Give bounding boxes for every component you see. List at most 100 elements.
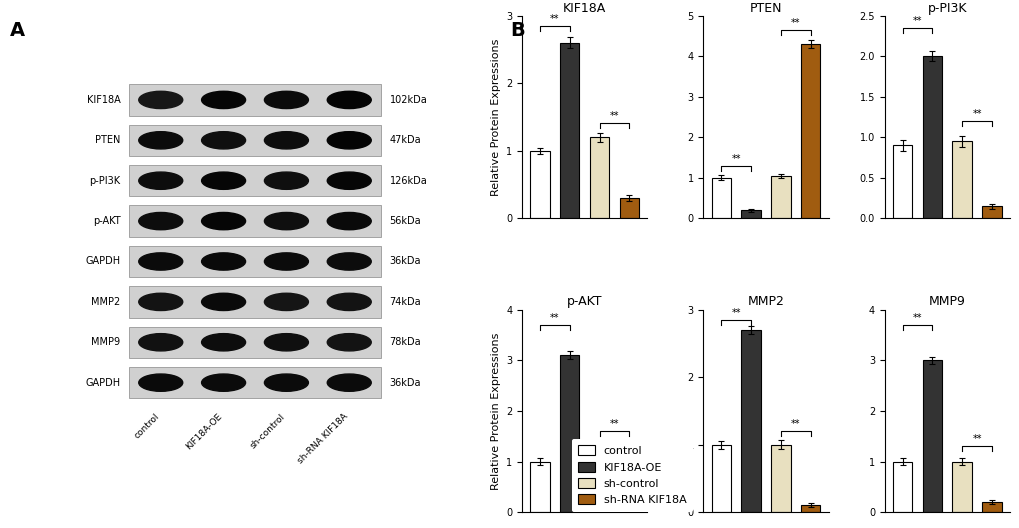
Title: MMP9: MMP9 (928, 295, 965, 308)
Ellipse shape (202, 172, 246, 190)
Ellipse shape (327, 131, 371, 149)
Text: 36kDa: 36kDa (389, 378, 421, 388)
Ellipse shape (264, 293, 308, 310)
Bar (711, 445, 731, 512)
Bar (129, 246, 380, 277)
Text: 102kDa: 102kDa (389, 95, 427, 105)
Text: **: ** (971, 435, 981, 444)
Ellipse shape (202, 374, 246, 391)
Ellipse shape (202, 253, 246, 270)
Text: **: ** (791, 18, 800, 28)
Ellipse shape (264, 334, 308, 351)
Title: PTEN: PTEN (749, 2, 782, 15)
Text: p-AKT: p-AKT (93, 216, 120, 226)
Ellipse shape (264, 374, 308, 391)
Text: control: control (132, 412, 161, 440)
Ellipse shape (202, 91, 246, 109)
Text: **: ** (912, 16, 921, 26)
Text: KIF18A: KIF18A (87, 95, 120, 105)
Ellipse shape (139, 334, 182, 351)
Text: KIF18A-OE: KIF18A-OE (183, 412, 223, 451)
Text: **: ** (549, 14, 559, 24)
Y-axis label: Relative Protein Expressions: Relative Protein Expressions (490, 39, 500, 196)
Text: **: ** (609, 419, 619, 429)
Ellipse shape (327, 293, 371, 310)
Text: 78kDa: 78kDa (389, 337, 421, 347)
Ellipse shape (202, 334, 246, 351)
Ellipse shape (202, 212, 246, 230)
Text: MMP9: MMP9 (91, 337, 120, 347)
Ellipse shape (139, 91, 182, 109)
Text: GAPDH: GAPDH (86, 257, 120, 267)
Ellipse shape (139, 374, 182, 391)
Ellipse shape (139, 293, 182, 310)
Text: **: ** (791, 419, 800, 429)
Text: A: A (10, 21, 25, 40)
Text: GAPDH: GAPDH (86, 378, 120, 388)
Bar (129, 165, 380, 196)
Text: MMP2: MMP2 (91, 297, 120, 307)
Bar (620, 198, 639, 219)
Ellipse shape (264, 172, 308, 190)
Bar (800, 44, 819, 219)
Text: 36kDa: 36kDa (389, 257, 421, 267)
Bar (770, 176, 790, 219)
Text: **: ** (731, 154, 740, 164)
Ellipse shape (327, 91, 371, 109)
Ellipse shape (139, 212, 182, 230)
Bar (530, 461, 549, 512)
Bar (129, 326, 380, 358)
Ellipse shape (327, 172, 371, 190)
Bar (952, 142, 971, 219)
Text: 126kDa: 126kDa (389, 176, 427, 186)
Ellipse shape (202, 293, 246, 310)
Title: KIF18A: KIF18A (562, 2, 605, 15)
Ellipse shape (327, 334, 371, 351)
Bar (559, 43, 579, 219)
Text: 56kDa: 56kDa (389, 216, 421, 226)
Bar (711, 178, 731, 219)
Text: 47kDa: 47kDa (389, 135, 421, 145)
Text: **: ** (731, 308, 740, 318)
Bar (129, 286, 380, 318)
Bar (770, 445, 790, 512)
Text: **: ** (549, 313, 559, 323)
Bar (129, 367, 380, 398)
Title: p-AKT: p-AKT (567, 295, 602, 308)
Bar (800, 505, 819, 512)
Ellipse shape (264, 253, 308, 270)
Text: p-PI3K: p-PI3K (89, 176, 120, 186)
Bar (589, 446, 608, 512)
Bar (129, 125, 380, 156)
Ellipse shape (264, 212, 308, 230)
Ellipse shape (327, 374, 371, 391)
Bar (981, 206, 1001, 219)
Y-axis label: Relative Protein Expressions: Relative Protein Expressions (490, 332, 500, 489)
Bar (559, 355, 579, 512)
Ellipse shape (202, 131, 246, 149)
Ellipse shape (139, 253, 182, 270)
Bar (892, 461, 911, 512)
Ellipse shape (139, 131, 182, 149)
Text: **: ** (609, 110, 619, 120)
Text: B: B (510, 21, 524, 40)
Bar (741, 330, 760, 512)
Title: p-PI3K: p-PI3K (926, 2, 966, 15)
Text: 74kDa: 74kDa (389, 297, 421, 307)
Ellipse shape (264, 91, 308, 109)
Text: sh-RNA KIF18A: sh-RNA KIF18A (296, 412, 348, 466)
Text: **: ** (971, 109, 981, 119)
Title: MMP2: MMP2 (747, 295, 784, 308)
Bar (922, 360, 942, 512)
Bar (741, 210, 760, 219)
Bar (952, 461, 971, 512)
Bar (589, 137, 608, 219)
Bar (129, 205, 380, 237)
Ellipse shape (327, 212, 371, 230)
Text: sh-control: sh-control (248, 412, 286, 450)
Ellipse shape (139, 172, 182, 190)
Bar (530, 151, 549, 219)
Text: **: ** (912, 313, 921, 323)
Ellipse shape (327, 253, 371, 270)
Bar (892, 146, 911, 219)
